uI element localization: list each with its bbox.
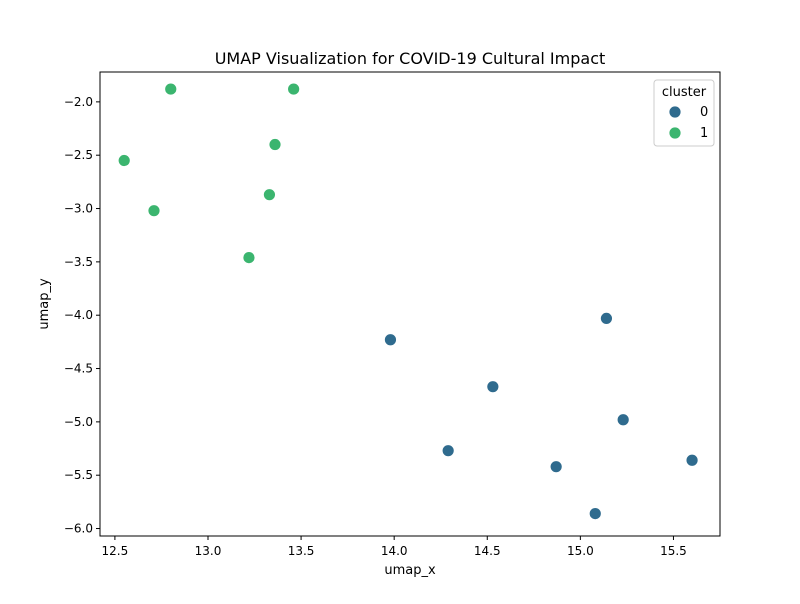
y-tick-label: −3.5 bbox=[64, 255, 93, 269]
x-tick-label: 15.0 bbox=[567, 544, 594, 558]
scatter-point-cluster-0 bbox=[384, 333, 397, 347]
x-tick-label: 13.5 bbox=[288, 544, 315, 558]
scatter-point-cluster-1 bbox=[287, 82, 301, 96]
scatter-point-cluster-0 bbox=[588, 507, 602, 520]
scatter-point-cluster-0 bbox=[685, 453, 699, 467]
legend-entries: 01 bbox=[668, 105, 708, 141]
plot-frame bbox=[99, 71, 721, 537]
scatter-point-cluster-0 bbox=[441, 444, 455, 458]
scatter-point-cluster-1 bbox=[117, 154, 131, 167]
x-tick-label: 14.0 bbox=[381, 544, 408, 558]
y-tick-label: −3.0 bbox=[64, 202, 93, 216]
y-tick-label: −2.5 bbox=[64, 148, 93, 162]
x-axis-ticks: 12.5 13.0 13.5 14.0 14.5 15.0 15.5 bbox=[102, 536, 687, 558]
x-axis-label: umap_x bbox=[384, 563, 436, 578]
legend-title: cluster bbox=[662, 85, 707, 100]
legend-marker-cluster-1 bbox=[668, 126, 682, 140]
scatter-point-cluster-0 bbox=[549, 460, 563, 474]
y-tick-label: −5.5 bbox=[64, 468, 93, 482]
y-tick-label: −4.5 bbox=[64, 362, 93, 376]
legend: cluster 01 bbox=[653, 79, 715, 147]
data-points bbox=[117, 82, 699, 520]
scatter-point-cluster-0 bbox=[616, 413, 630, 427]
scatter-point-cluster-1 bbox=[164, 82, 178, 96]
y-axis-ticks: −2.0 −2.5 −3.0 −3.5 −4.0 −4.5 −5.0 −5.5 −6.0 bbox=[64, 95, 100, 536]
chart-title: UMAP Visualization for COVID-19 Cultural… bbox=[215, 49, 606, 68]
x-tick-label: 13.0 bbox=[195, 544, 222, 558]
y-tick-label: −2.0 bbox=[64, 95, 93, 109]
x-tick-label: 15.5 bbox=[660, 544, 687, 558]
scatter-point-cluster-1 bbox=[263, 188, 276, 202]
scatter-point-cluster-1 bbox=[242, 251, 256, 265]
scatter-point-cluster-0 bbox=[486, 380, 500, 394]
legend-label-cluster-0: 0 bbox=[700, 105, 708, 120]
y-tick-label: −4.0 bbox=[64, 308, 93, 322]
legend-box bbox=[653, 79, 715, 147]
x-tick-label: 12.5 bbox=[102, 544, 129, 558]
legend-marker-cluster-0 bbox=[668, 105, 682, 119]
y-tick-label: −6.0 bbox=[64, 522, 93, 536]
scatter-point-cluster-0 bbox=[600, 311, 613, 325]
legend-label-cluster-1: 1 bbox=[700, 126, 708, 141]
y-tick-label: −5.0 bbox=[64, 415, 93, 429]
y-axis-label: umap_y bbox=[37, 278, 52, 330]
scatter-point-cluster-1 bbox=[268, 138, 282, 151]
scatter-point-cluster-1 bbox=[147, 204, 161, 218]
x-tick-label: 14.5 bbox=[474, 544, 501, 558]
